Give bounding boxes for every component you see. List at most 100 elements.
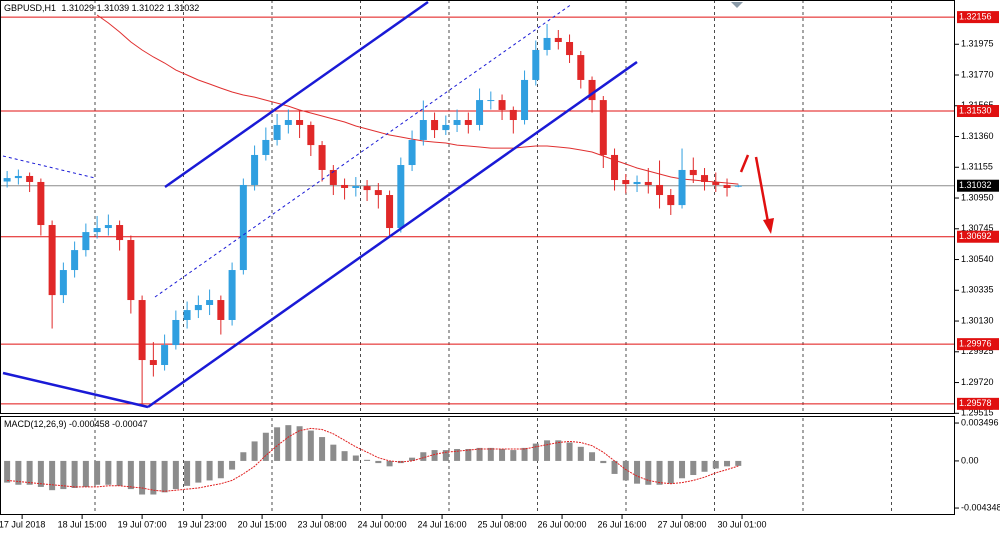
macd-histogram-bar — [330, 444, 337, 461]
y-tick-label: 1.31770 — [961, 69, 994, 79]
candle-body — [521, 79, 529, 121]
macd-histogram-bar — [499, 448, 506, 461]
macd-histogram-bar — [139, 460, 146, 495]
y-tick-label: 1.29515 — [961, 408, 994, 418]
forecast-arrow — [754, 156, 770, 223]
close-value: 1.31032 — [167, 3, 200, 13]
macd-y-tick-label: 0.003496 — [961, 417, 999, 427]
candle-body — [656, 184, 664, 196]
macd-histogram-bar — [701, 460, 708, 472]
macd-histogram-bar — [352, 455, 359, 461]
candle-body — [464, 120, 472, 125]
macd-histogram-bar — [454, 448, 461, 461]
candle-body — [408, 139, 416, 166]
macd-histogram-bar — [161, 460, 168, 493]
macd-histogram-bar — [420, 452, 427, 461]
candle-body — [307, 124, 315, 146]
symbol: GBPUSD,H1 — [4, 3, 56, 13]
x-tick-label: 19 Jul 07:00 — [118, 519, 167, 529]
macd-histogram-bar — [319, 437, 326, 461]
candle-body — [363, 186, 371, 191]
trend-line — [2, 371, 149, 409]
level-label: 1.30692 — [959, 231, 992, 241]
chart-title: GBPUSD,H1 1.31029 1.31039 1.31022 1.3103… — [4, 3, 199, 13]
candle-body — [498, 100, 506, 110]
macd-histogram-bar — [150, 460, 157, 495]
macd-histogram-bar — [577, 446, 584, 461]
macd-name: MACD(12,26,9) — [4, 419, 67, 429]
x-tick-label: 26 Jul 00:00 — [538, 519, 587, 529]
macd-histogram-bar — [566, 442, 573, 461]
macd-histogram-bar — [127, 460, 134, 490]
macd-histogram-bar — [532, 443, 539, 461]
current-price-box — [957, 179, 999, 192]
y-tick-label: 1.30950 — [961, 192, 994, 202]
macd-histogram-bar — [172, 460, 179, 490]
macd-histogram-bar — [386, 460, 393, 467]
candle-body — [239, 184, 247, 271]
channel-line — [147, 60, 638, 409]
x-tick-label: 18 Jul 15:00 — [58, 519, 107, 529]
macd-histogram-bar — [251, 441, 258, 461]
macd-main: -0.000458 — [69, 419, 110, 429]
y-tick-label: 1.30745 — [961, 223, 994, 233]
x-tick-label: 26 Jul 16:00 — [598, 519, 647, 529]
x-tick-label: 17 Jul 2018 — [0, 519, 45, 529]
y-tick-label: 1.31155 — [961, 162, 993, 172]
level-label: 1.29578 — [959, 398, 992, 408]
candle-body — [71, 250, 79, 271]
macd-histogram-bar — [634, 460, 641, 484]
candle-body — [149, 360, 157, 365]
macd-histogram-bar — [667, 460, 674, 484]
y-tick-label: 1.30335 — [961, 285, 994, 295]
candle-body — [127, 240, 135, 301]
candle-body — [633, 181, 641, 185]
candle-body — [14, 175, 22, 179]
macd-histogram-bar — [544, 440, 551, 461]
macd-histogram-bar — [217, 460, 224, 479]
channel-mid-line — [154, 3, 573, 298]
arrow-head — [763, 218, 774, 234]
candle-body — [161, 345, 169, 365]
candle-body — [599, 100, 607, 155]
y-tick-label: 1.29925 — [961, 346, 994, 356]
macd-histogram-bar — [195, 460, 202, 483]
candle-body — [228, 270, 236, 320]
forecast-arrow — [739, 154, 750, 173]
macd-signal-line — [7, 427, 739, 492]
y-tick-label: 1.31975 — [961, 39, 994, 49]
macd-histogram-bar — [26, 460, 33, 485]
candle-body — [284, 120, 292, 125]
macd-histogram-bar — [71, 460, 78, 489]
macd-histogram-bar — [15, 460, 22, 485]
candle-body — [577, 55, 585, 80]
macd-histogram-bar — [476, 447, 483, 461]
macd-y-tick-label: -0.004348 — [961, 502, 1000, 512]
macd-histogram-bar — [341, 451, 348, 461]
macd-histogram-bar — [555, 440, 562, 461]
channel-line — [164, 0, 429, 189]
candle-body — [329, 169, 337, 185]
macd-histogram-bar — [296, 426, 303, 461]
candle-body — [487, 100, 495, 102]
macd-histogram-bar — [37, 460, 44, 487]
candle-body — [48, 225, 56, 296]
x-tick-label: 30 Jul 01:00 — [718, 519, 767, 529]
x-tick-label: 27 Jul 08:00 — [658, 519, 707, 529]
candle-body — [262, 139, 270, 155]
candle-body — [644, 181, 652, 185]
y-tick-label: 1.29720 — [961, 377, 994, 387]
x-tick-label: 23 Jul 08:00 — [298, 519, 347, 529]
level-label: 1.32156 — [959, 11, 992, 21]
candle-body — [397, 165, 405, 229]
candle-body — [273, 124, 281, 140]
macd-histogram-bar — [465, 448, 472, 461]
candle-body — [476, 100, 484, 125]
candle-body — [172, 319, 180, 346]
macd-histogram-bar — [184, 460, 191, 486]
candle-body — [296, 120, 304, 125]
x-tick-label: 25 Jul 08:00 — [478, 519, 527, 529]
candle-body — [431, 120, 439, 131]
